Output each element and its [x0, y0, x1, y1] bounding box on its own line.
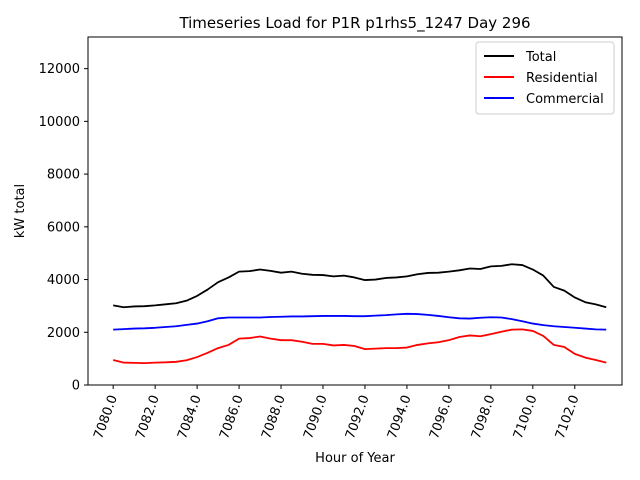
y-axis: 0 2000 4000 6000 8000 10000 12000 [39, 62, 88, 394]
x-tick-label: 7100.0 [511, 393, 541, 441]
y-tick-label: 0 [72, 379, 80, 394]
legend-label-residential: Residential [526, 71, 598, 86]
plot-area [87, 36, 623, 386]
x-tick-label: 7084.0 [175, 393, 205, 441]
y-axis-label: kW total [13, 184, 28, 238]
legend-label-commercial: Commercial [526, 92, 604, 107]
x-tick-label: 7098.0 [469, 393, 499, 441]
series-line-total [113, 263, 607, 309]
x-tick-label: 7102.0 [553, 393, 583, 441]
x-tick-label: 7080.0 [91, 393, 121, 441]
y-tick-label: 6000 [47, 220, 80, 235]
x-tick-label: 7088.0 [259, 393, 289, 441]
series-line-residential [112, 328, 607, 365]
x-axis-label: Hour of Year [315, 451, 395, 466]
chart-title: Timeseries Load for P1R p1rhs5_1247 Day … [178, 14, 530, 33]
x-tick-label: 7096.0 [427, 393, 457, 441]
legend: Total Residential Commercial [475, 41, 615, 115]
x-axis: 7080.0 7082.0 7084.0 7086.0 7088.0 7090.0 7092… [91, 385, 583, 441]
x-tick-label: 7092.0 [343, 393, 373, 441]
legend-label-total: Total [525, 50, 556, 65]
y-tick-label: 2000 [47, 326, 80, 341]
x-tick-label: 7082.0 [133, 393, 163, 441]
y-tick-label: 10000 [39, 115, 80, 130]
x-tick-label: 7086.0 [217, 393, 247, 441]
x-tick-label: 7094.0 [385, 393, 415, 441]
y-tick-label: 12000 [39, 62, 80, 77]
series-line-commercial [113, 312, 607, 331]
legend-box [475, 41, 615, 115]
x-tick-label: 7090.0 [301, 393, 331, 441]
y-tick-label: 8000 [47, 168, 80, 183]
y-tick-label: 4000 [47, 273, 80, 288]
series-layer [112, 263, 607, 365]
axes-frame [87, 36, 623, 386]
